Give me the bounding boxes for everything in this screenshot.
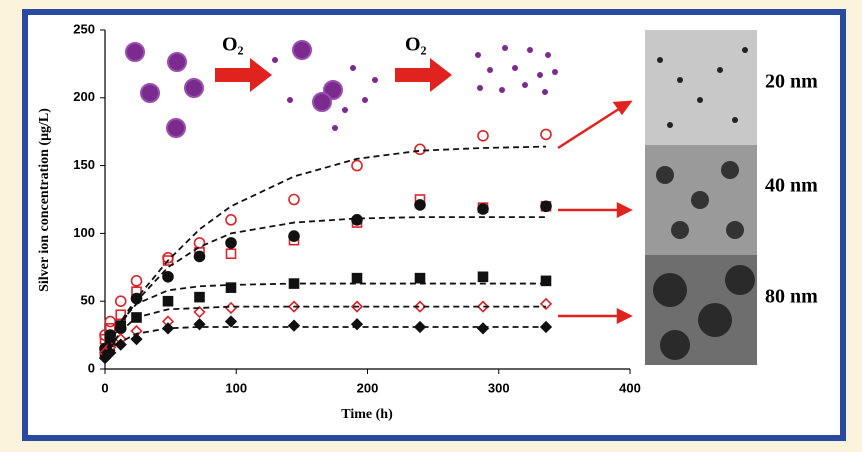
marker — [164, 297, 173, 306]
marker — [195, 251, 205, 261]
x-tick-label: 400 — [619, 380, 641, 395]
y-tick-label: 200 — [73, 89, 95, 104]
x-tick-label: 100 — [225, 380, 247, 395]
y-tick-label: 0 — [88, 360, 95, 375]
image-label: 40 nm — [765, 175, 818, 197]
marker — [195, 293, 204, 302]
marker — [353, 274, 362, 283]
y-tick-label: 250 — [73, 21, 95, 36]
y-tick-label: 50 — [81, 293, 95, 308]
marker — [415, 200, 425, 210]
micrographs — [645, 30, 757, 365]
annotation: O₂ — [222, 34, 244, 56]
marker — [416, 274, 425, 283]
marker — [226, 238, 236, 248]
y-tick-label: 150 — [73, 157, 95, 172]
image-label: 20 nm — [765, 71, 818, 93]
image-label: 80 nm — [765, 286, 818, 308]
marker — [352, 215, 362, 225]
figure: Time (h) Silver ion concentration (μg/L)… — [0, 0, 862, 452]
marker — [479, 272, 488, 281]
marker — [163, 272, 173, 282]
marker — [478, 204, 488, 214]
x-tick-label: 200 — [357, 380, 379, 395]
marker — [289, 231, 299, 241]
x-tick-label: 300 — [488, 380, 510, 395]
y-tick-label: 100 — [73, 225, 95, 240]
marker — [541, 201, 551, 211]
y-axis-title: Silver ion concentration (μg/L) — [37, 108, 52, 292]
x-tick-label: 0 — [101, 380, 108, 395]
x-axis-title: Time (h) — [341, 407, 393, 422]
annotation: O₂ — [405, 34, 427, 56]
